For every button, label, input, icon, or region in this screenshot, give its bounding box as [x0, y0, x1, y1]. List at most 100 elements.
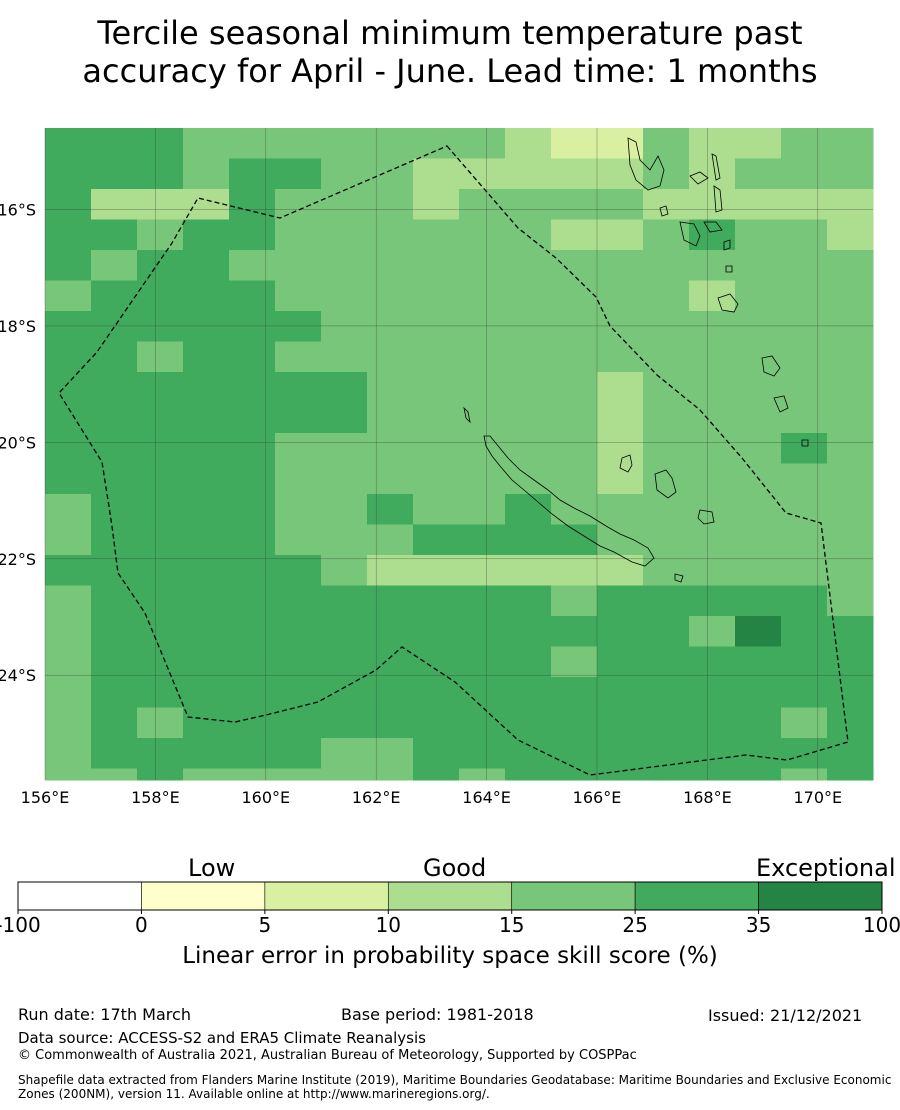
title-line-1: Tercile seasonal minimum temperature pas… — [97, 14, 803, 52]
grid-cell — [735, 158, 782, 190]
grid-cell — [229, 372, 276, 403]
grid-cell — [275, 494, 322, 525]
grid-cell — [321, 128, 368, 159]
grid-cell — [505, 372, 552, 403]
grid-cell — [643, 738, 690, 769]
grid-cell — [229, 463, 276, 495]
grid-cell — [781, 738, 828, 769]
grid-cell — [689, 372, 736, 403]
grid-cell — [459, 585, 506, 617]
grid-cell — [597, 158, 644, 190]
lifou-island — [654, 469, 677, 499]
grid-cell — [45, 128, 92, 159]
grid-cell — [597, 433, 644, 464]
data-source: Data source: ACCESS-S2 and ERA5 Climate … — [18, 1029, 426, 1047]
grid-cell — [137, 250, 184, 281]
grid-cell — [183, 433, 230, 464]
grid-cell — [505, 494, 552, 525]
grid-cell — [505, 433, 552, 464]
grid-cell — [827, 677, 874, 708]
grid-cell — [735, 341, 782, 373]
longitude-label: 158°E — [131, 788, 180, 807]
grid-cell — [689, 280, 736, 312]
grid-cell — [735, 738, 782, 769]
grid-cell — [735, 280, 782, 312]
grid-cell — [91, 677, 138, 708]
grid-cell — [827, 311, 874, 342]
longitude-labels: 156°E 158°E 160°E 162°E 164°E 166°E 168°E 170°E — [21, 788, 842, 807]
grid-cell — [689, 707, 736, 739]
grid-cell — [275, 738, 322, 769]
grid-cell — [321, 402, 368, 434]
grid-cell — [551, 768, 598, 781]
colorbar-tick-label: 5 — [258, 913, 271, 937]
colorbar-tick-label: -100 — [0, 913, 41, 937]
longitude-label: 166°E — [573, 788, 622, 807]
grid-cell — [735, 707, 782, 739]
grid-cell — [643, 311, 690, 342]
grid-cell — [689, 677, 736, 708]
grid-cell — [643, 646, 690, 678]
grid-cell — [505, 280, 552, 312]
grid-cell — [643, 463, 690, 495]
grid-cell — [551, 646, 598, 678]
grid-cell — [367, 158, 414, 190]
grid-cell — [45, 219, 92, 251]
grid-cell — [45, 372, 92, 403]
grid-cell — [413, 616, 460, 647]
grid-cell — [275, 250, 322, 281]
grid-cell — [183, 311, 230, 342]
grid-cell — [827, 768, 874, 781]
grid-cell — [321, 433, 368, 464]
grid-cell — [275, 524, 322, 556]
grid-cell — [45, 250, 92, 281]
grid-cell — [505, 158, 552, 190]
grid-cell — [413, 768, 460, 781]
grid-cell — [827, 402, 874, 434]
colorbar-bin — [387, 881, 513, 911]
grid-cell — [551, 128, 598, 159]
grid-cell — [689, 555, 736, 586]
grid-cell — [413, 677, 460, 708]
grid-cell — [459, 738, 506, 769]
copyright: © Commonwealth of Australia 2021, Austra… — [18, 1048, 637, 1063]
grid-cell — [413, 585, 460, 617]
grid-cell — [643, 677, 690, 708]
grid-cell — [137, 433, 184, 464]
grid-cell — [275, 189, 322, 220]
grid-cell — [367, 128, 414, 159]
grid-cell — [183, 768, 230, 781]
grid-cell — [735, 433, 782, 464]
grid-cell — [781, 463, 828, 495]
grid-cell — [827, 433, 874, 464]
grid-cell — [643, 768, 690, 781]
grid-cell — [827, 555, 874, 586]
latitude-label: 20°S — [0, 433, 36, 452]
grid-cell — [367, 616, 414, 647]
grid-cell — [459, 616, 506, 647]
grid-cell — [689, 738, 736, 769]
base-period: Base period: 1981-2018 — [341, 1005, 534, 1024]
grid-cell — [367, 463, 414, 495]
grid-cell — [275, 646, 322, 678]
grid-cell — [183, 219, 230, 251]
grid-cell — [459, 402, 506, 434]
grid-cell — [597, 402, 644, 434]
grid-cell — [413, 463, 460, 495]
grid-cell — [413, 158, 460, 190]
grid-cell — [827, 372, 874, 403]
shapefile-credit: Shapefile data extracted from Flanders M… — [18, 1073, 892, 1101]
grid-cell — [597, 463, 644, 495]
grid-cell — [321, 677, 368, 708]
grid-cell — [551, 158, 598, 190]
grid-cell — [643, 616, 690, 647]
grid-cell — [91, 738, 138, 769]
grid-cell — [137, 189, 184, 220]
grid-cell — [689, 250, 736, 281]
grid-cell — [781, 311, 828, 342]
grid-cell — [367, 738, 414, 769]
longitude-label: 164°E — [462, 788, 511, 807]
grid-cell — [321, 646, 368, 678]
colorbar-tick-label: 100 — [863, 913, 900, 937]
legend-low-label: Low — [188, 854, 236, 882]
